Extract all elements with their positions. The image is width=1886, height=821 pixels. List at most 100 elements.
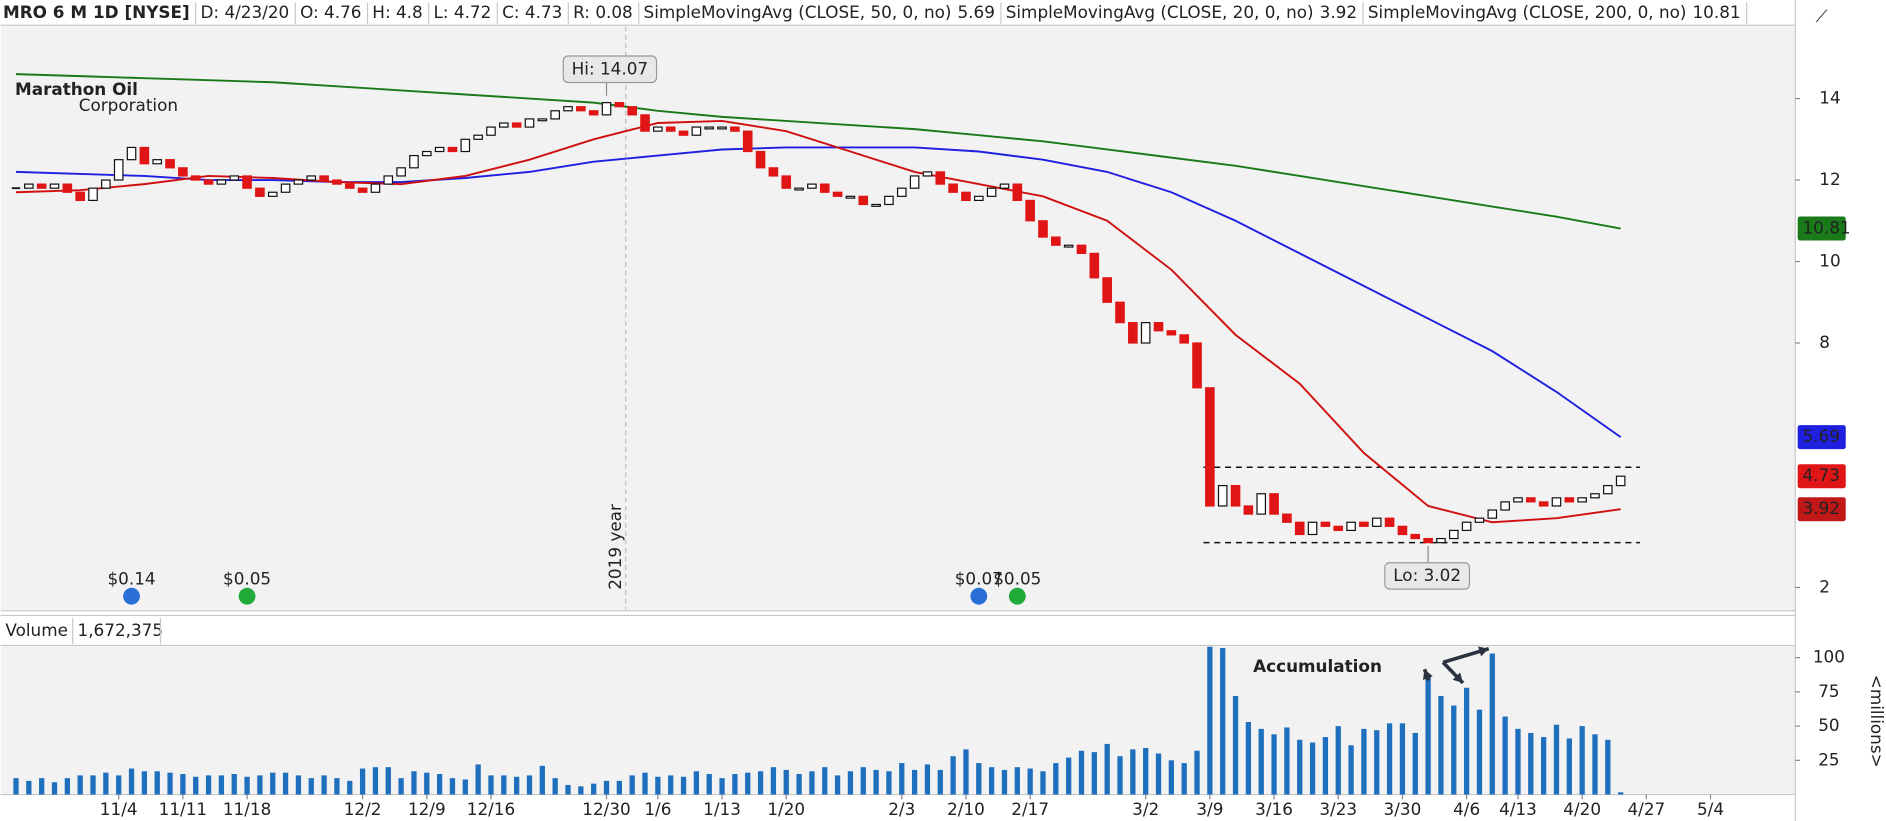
x-tick-label: 3/2 bbox=[1132, 799, 1159, 819]
x-tick-label: 2/10 bbox=[947, 799, 985, 819]
logo: Marathon Oil bbox=[15, 79, 138, 99]
price-tag-label: 5.69 bbox=[1802, 426, 1839, 446]
candle bbox=[576, 106, 586, 112]
volume-bar bbox=[1078, 750, 1085, 795]
volume-bar bbox=[257, 775, 263, 795]
candle bbox=[1423, 537, 1433, 544]
x-tick-label: 4/20 bbox=[1563, 799, 1601, 819]
candle bbox=[678, 130, 689, 136]
candle bbox=[357, 187, 368, 193]
volume-bar bbox=[514, 776, 520, 795]
volume-bar bbox=[462, 779, 468, 795]
candle bbox=[819, 183, 830, 193]
volume-bar bbox=[398, 778, 404, 795]
candle bbox=[139, 146, 150, 165]
candle bbox=[332, 179, 342, 185]
candle bbox=[255, 187, 265, 197]
x-tick-label: 2/3 bbox=[888, 799, 915, 819]
annotation-text: Lo: 3.02 bbox=[1393, 565, 1461, 585]
x-tick-label: 1/13 bbox=[703, 799, 741, 819]
volume-bar bbox=[732, 774, 738, 795]
volume-bar bbox=[963, 749, 969, 795]
volume-bar bbox=[642, 772, 648, 795]
candle bbox=[1051, 236, 1061, 246]
candle bbox=[1102, 277, 1112, 303]
volume-bar bbox=[1618, 792, 1624, 795]
candle bbox=[1410, 533, 1421, 540]
candle bbox=[306, 175, 317, 181]
candle bbox=[1500, 501, 1510, 511]
volume-bar bbox=[1181, 763, 1187, 795]
volume-bar bbox=[886, 771, 892, 795]
candle bbox=[396, 167, 406, 177]
candle bbox=[1025, 199, 1035, 222]
candle bbox=[434, 146, 445, 153]
volume-bar bbox=[1091, 752, 1097, 795]
volume-bar bbox=[141, 771, 148, 795]
volume-bar bbox=[822, 767, 828, 795]
candle bbox=[614, 102, 625, 108]
candle bbox=[948, 183, 958, 193]
volume-bar bbox=[1284, 727, 1290, 795]
volume-bar bbox=[154, 771, 160, 795]
x-tick-label: 12/30 bbox=[582, 799, 630, 819]
candle bbox=[1076, 244, 1087, 254]
volume-bar bbox=[1489, 653, 1495, 795]
volume-bar bbox=[103, 772, 109, 795]
draw-tool-icon[interactable]: ⟋ bbox=[1816, 6, 1828, 26]
candle bbox=[717, 126, 727, 130]
candle bbox=[447, 146, 458, 153]
candle bbox=[1615, 475, 1626, 487]
candle bbox=[511, 122, 522, 128]
volume-bar bbox=[372, 767, 379, 795]
annotation-text: Accumulation bbox=[1253, 656, 1382, 676]
event-icon[interactable] bbox=[1008, 587, 1026, 605]
candle bbox=[152, 159, 163, 165]
volume-bar bbox=[1297, 739, 1303, 795]
candle bbox=[88, 187, 98, 202]
header-item: MRO 6 M 1D [NYSE] bbox=[3, 2, 190, 22]
candle bbox=[524, 118, 535, 128]
x-tick-label: 3/9 bbox=[1196, 799, 1223, 819]
candle bbox=[922, 171, 933, 177]
x-tick-label: 3/16 bbox=[1255, 799, 1293, 819]
y-tick-label: 50 bbox=[1818, 715, 1839, 735]
candle bbox=[216, 179, 227, 185]
y-tick-label: 2 bbox=[1819, 576, 1830, 596]
volume-bar bbox=[270, 772, 276, 795]
candle bbox=[845, 195, 856, 199]
volume-bar bbox=[693, 771, 700, 795]
volume-bar bbox=[218, 775, 225, 795]
candle bbox=[999, 183, 1010, 189]
event-icon[interactable] bbox=[970, 587, 988, 605]
x-tick-label: 11/11 bbox=[159, 799, 207, 819]
candle bbox=[1153, 322, 1164, 332]
volume-bar bbox=[193, 776, 199, 795]
x-tick-label: 3/23 bbox=[1319, 799, 1357, 819]
volume-bar bbox=[911, 769, 918, 795]
header-item: H: 4.8 bbox=[372, 2, 422, 22]
x-tick-label: 11/4 bbox=[100, 799, 138, 819]
volume-bar bbox=[411, 771, 417, 795]
event-icon[interactable] bbox=[123, 587, 140, 605]
candle bbox=[1564, 497, 1575, 503]
volume-title: Volume bbox=[5, 620, 68, 640]
candle bbox=[473, 134, 483, 140]
candle bbox=[884, 195, 894, 206]
candle bbox=[1513, 497, 1523, 503]
event-label: $0.05 bbox=[993, 568, 1041, 588]
volume-bar bbox=[1117, 756, 1123, 795]
volume-bar bbox=[347, 780, 353, 795]
x-tick-label: 1/20 bbox=[767, 799, 805, 819]
candle bbox=[1346, 521, 1356, 532]
candle bbox=[1063, 244, 1074, 248]
candle bbox=[165, 159, 175, 169]
event-icon[interactable] bbox=[238, 587, 256, 605]
candle bbox=[1179, 334, 1190, 344]
volume-bar bbox=[899, 763, 905, 795]
volume-bar bbox=[757, 771, 764, 795]
candle bbox=[1115, 301, 1125, 324]
candle bbox=[1192, 342, 1202, 389]
y-tick-label: 14 bbox=[1819, 88, 1840, 108]
volume-bar bbox=[1335, 726, 1341, 795]
